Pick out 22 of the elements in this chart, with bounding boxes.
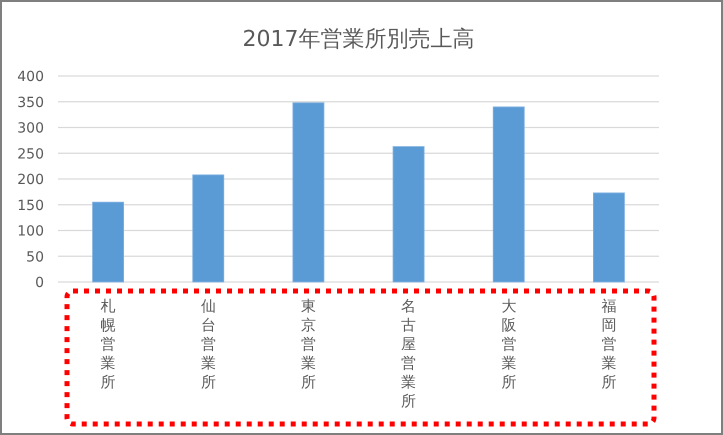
bar xyxy=(92,202,124,282)
y-tick-label: 300 xyxy=(17,120,44,136)
bar xyxy=(592,192,625,282)
y-tick-label: 0 xyxy=(35,275,44,291)
bar xyxy=(292,102,324,282)
x-tick-label: 名古屋営業所 xyxy=(401,297,416,410)
bar xyxy=(492,106,525,282)
y-tick-label: 200 xyxy=(17,172,44,188)
chart-title: 2017年営業所別売上高 xyxy=(242,27,474,52)
bar xyxy=(392,146,425,282)
y-tick-label: 250 xyxy=(17,146,44,162)
x-tick-label: 札幌営業所 xyxy=(100,297,116,391)
y-tick-label: 50 xyxy=(26,249,44,266)
x-tick-label: 福岡営業所 xyxy=(601,297,616,391)
x-tick-label: 大阪営業所 xyxy=(501,297,516,391)
bar xyxy=(192,174,224,282)
x-tick-label: 東京営業所 xyxy=(300,297,316,391)
y-tick-label: 150 xyxy=(17,198,44,214)
y-tick-label: 400 xyxy=(17,69,44,85)
x-tick-label: 仙台営業所 xyxy=(200,297,216,391)
y-tick-label: 350 xyxy=(17,94,44,111)
y-tick-label: 100 xyxy=(17,224,44,240)
